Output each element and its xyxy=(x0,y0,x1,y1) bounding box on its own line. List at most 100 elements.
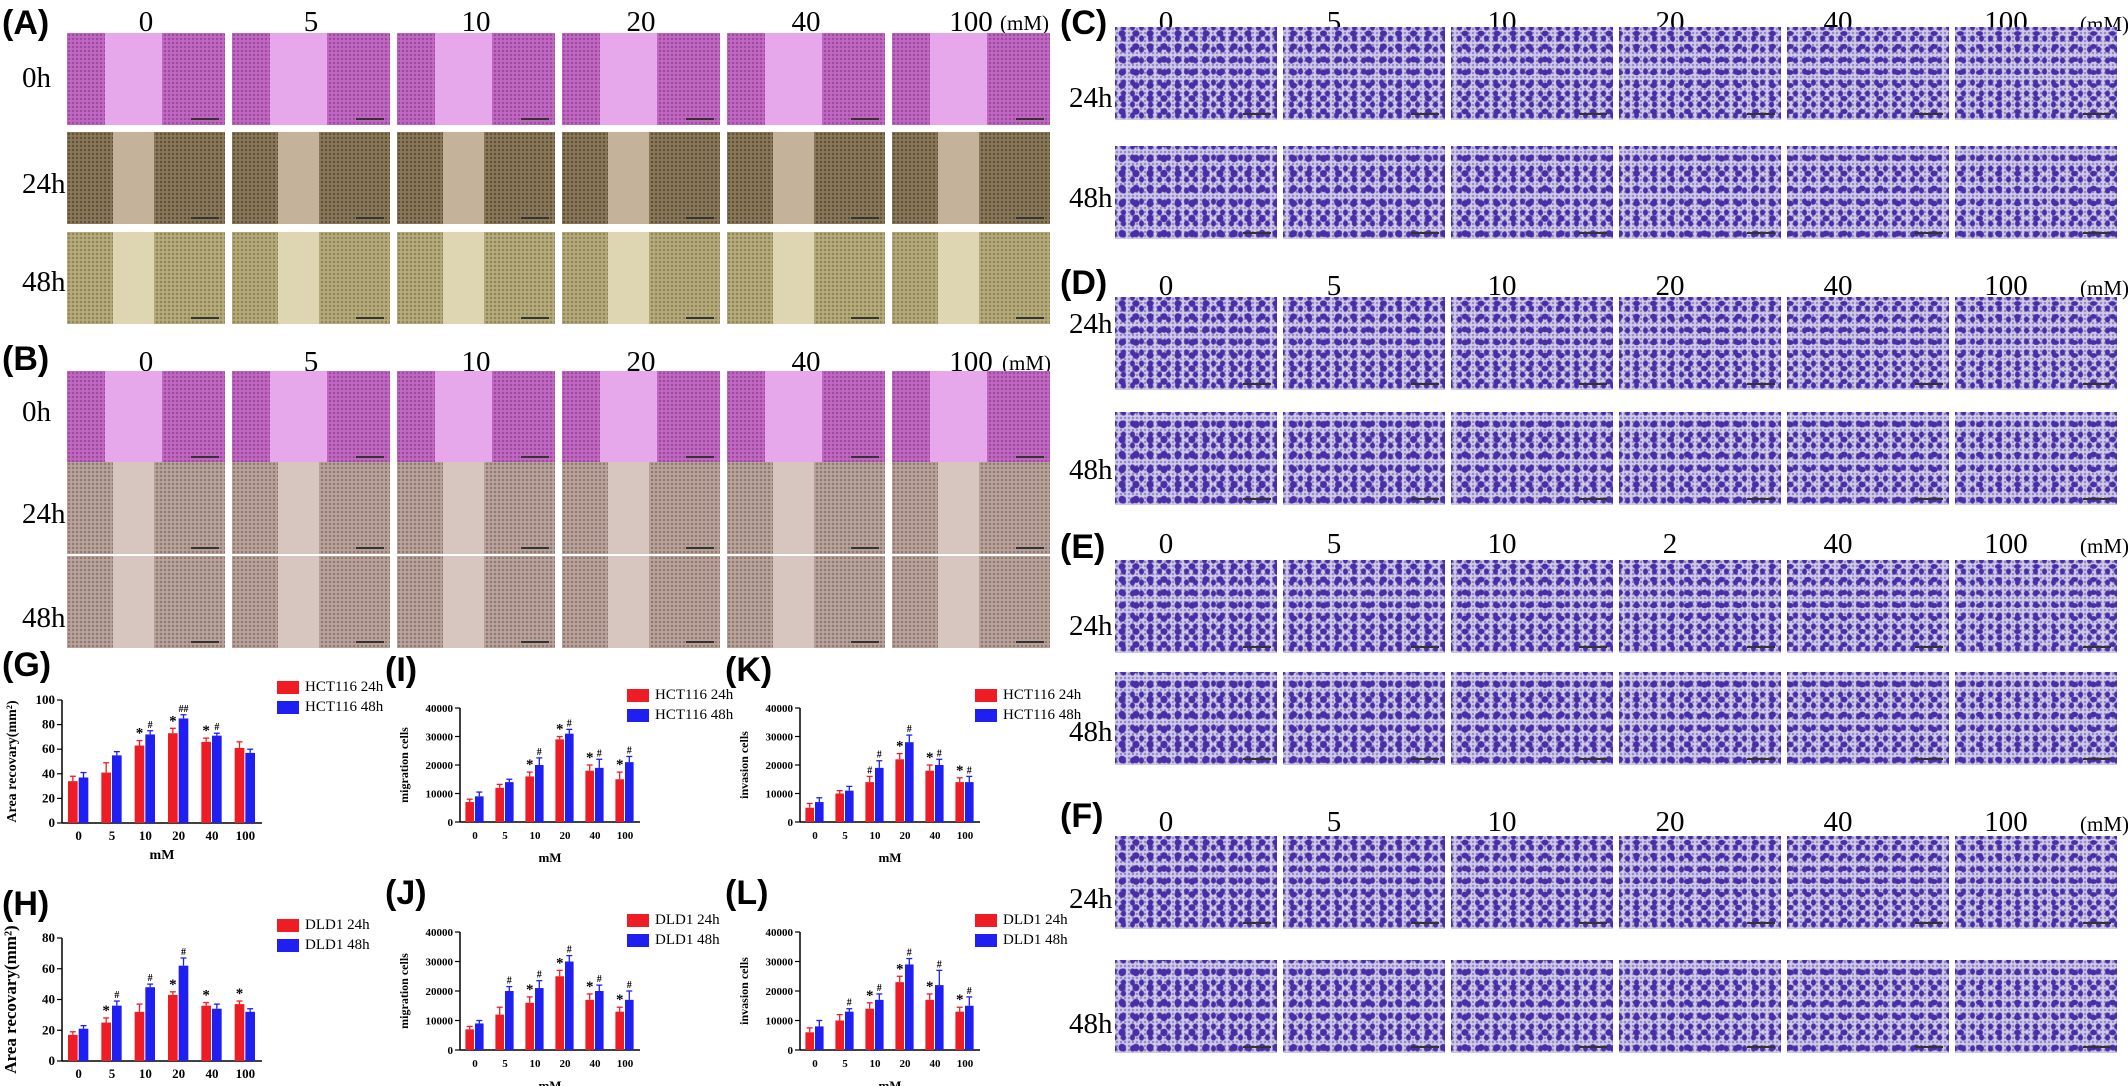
y-tick-label: 20 xyxy=(42,1022,55,1037)
significance-mark: * xyxy=(169,977,177,993)
x-tick-label: 0 xyxy=(812,1058,818,1070)
scale-bar xyxy=(521,317,549,319)
wound-gap xyxy=(600,33,657,125)
significance-mark: # xyxy=(148,973,153,984)
wound-gap xyxy=(113,232,154,324)
scale-bar xyxy=(191,456,219,458)
wound-image xyxy=(562,33,720,125)
transwell-image xyxy=(1619,560,1781,653)
bar-24h xyxy=(134,745,145,823)
wound-image xyxy=(562,462,720,554)
scale-bar xyxy=(2083,646,2111,648)
wound-image xyxy=(562,556,720,648)
x-tick-label: 0 xyxy=(472,830,478,842)
significance-mark: # xyxy=(877,983,882,994)
x-tick-label: 20 xyxy=(900,830,912,842)
panel-label: (J) xyxy=(385,874,427,912)
bar-24h xyxy=(201,741,211,823)
significance-mark: * xyxy=(169,713,177,729)
transwell-image xyxy=(1451,560,1613,653)
x-tick-label: 0 xyxy=(75,1066,82,1081)
scale-bar xyxy=(1579,498,1607,500)
transwell-image xyxy=(1787,560,1949,653)
legend-swatch-24h xyxy=(627,914,649,928)
wound-gap xyxy=(608,556,649,648)
bar-24h xyxy=(615,779,624,822)
legend-item: HCT116 48h xyxy=(277,700,383,720)
bar-24h xyxy=(101,772,111,823)
transwell-image xyxy=(1283,672,1445,765)
scale-bar xyxy=(1915,922,1943,924)
transwell-image xyxy=(1283,560,1445,653)
column-label: 100 xyxy=(1984,806,2028,838)
row-label: 48h xyxy=(22,266,66,298)
wound-gap xyxy=(105,371,162,463)
column-label: 0 xyxy=(138,6,154,38)
scale-bar xyxy=(1411,113,1439,115)
column-label: 5 xyxy=(1326,806,1342,838)
wound-gap xyxy=(765,371,822,463)
x-tick-label: 100 xyxy=(957,830,974,842)
bar-48h xyxy=(178,718,189,823)
bar-24h xyxy=(555,739,564,822)
x-tick-label: 5 xyxy=(502,1058,508,1070)
wound-image xyxy=(232,132,390,224)
significance-mark: ## xyxy=(179,704,189,715)
y-tick-label: 10000 xyxy=(766,1016,794,1028)
scale-bar xyxy=(1915,758,1943,760)
legend-item: HCT116 24h xyxy=(627,688,733,708)
x-tick-label: 100 xyxy=(957,1058,974,1070)
wound-gap xyxy=(938,462,979,554)
x-tick-label: 20 xyxy=(172,828,185,843)
scale-bar xyxy=(356,547,384,549)
wound-gap xyxy=(443,462,484,554)
scale-bar xyxy=(1579,113,1607,115)
scale-bar xyxy=(1579,1046,1607,1048)
wound-image xyxy=(562,371,720,463)
bar-24h xyxy=(525,776,534,822)
bar-24h xyxy=(234,747,245,823)
scale-bar xyxy=(1016,641,1044,643)
y-tick-label: 10000 xyxy=(766,789,794,801)
bar-48h xyxy=(475,796,484,822)
bar-48h xyxy=(535,765,544,822)
transwell-image xyxy=(1283,412,1445,505)
scale-bar xyxy=(1579,646,1607,648)
bar-24h xyxy=(134,1011,145,1061)
legend-label: HCT116 24h xyxy=(1003,687,1082,703)
significance-mark: # xyxy=(597,974,602,985)
row-label: 24h xyxy=(1069,883,1113,915)
scale-bar xyxy=(2083,758,2111,760)
column-label: 0 xyxy=(1158,806,1174,838)
scale-bar xyxy=(1411,383,1439,385)
panel-label: (F) xyxy=(1060,797,1104,835)
wound-image xyxy=(232,371,390,463)
scale-bar xyxy=(191,641,219,643)
wound-gap xyxy=(435,371,492,463)
wound-gap xyxy=(443,232,484,324)
row-label: 24h xyxy=(1069,610,1113,642)
legend-swatch-48h xyxy=(975,934,997,948)
transwell-image xyxy=(1115,27,1277,120)
wound-image xyxy=(892,33,1050,125)
significance-mark: # xyxy=(537,970,542,981)
significance-mark: # xyxy=(937,959,942,970)
scale-bar xyxy=(191,217,219,219)
chart-legend: DLD1 24h DLD1 48h xyxy=(975,913,1068,953)
scale-bar xyxy=(1747,498,1775,500)
transwell-image xyxy=(1955,836,2117,929)
wound-gap xyxy=(773,462,814,554)
legend-swatch-24h xyxy=(277,919,299,933)
bar-24h xyxy=(955,1011,964,1050)
bar-24h xyxy=(495,1014,504,1050)
significance-mark: # xyxy=(877,750,882,761)
transwell-image xyxy=(1787,297,1949,390)
column-label: 0 xyxy=(1158,528,1174,560)
significance-mark: # xyxy=(627,745,632,756)
transwell-image xyxy=(1115,297,1277,390)
scale-bar xyxy=(1579,758,1607,760)
legend-swatch-24h xyxy=(975,689,997,703)
legend-item: DLD1 24h xyxy=(627,913,720,933)
wound-gap xyxy=(765,33,822,125)
wound-gap xyxy=(773,132,814,224)
